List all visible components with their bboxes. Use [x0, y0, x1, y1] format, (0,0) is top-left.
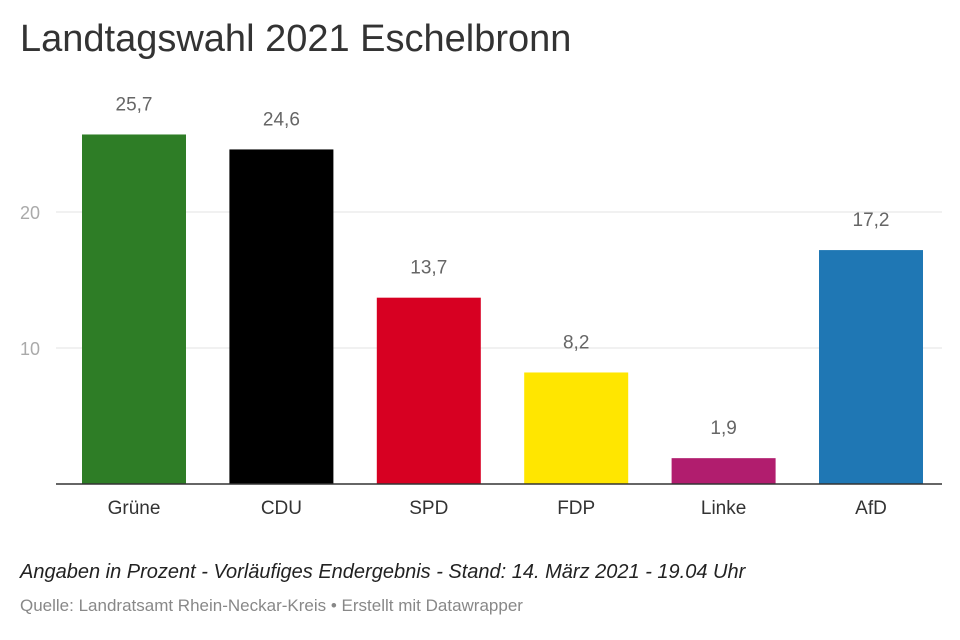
bar-spd [376, 297, 481, 484]
value-label: 13,7 [410, 258, 447, 279]
category-label: CDU [261, 498, 302, 519]
chart-footer: Quelle: Landratsamt Rhein-Neckar-Kreis •… [20, 596, 523, 616]
bar-linke [671, 458, 776, 484]
y-tick-label: 10 [20, 339, 40, 359]
value-label: 17,2 [853, 210, 890, 231]
category-label: Linke [701, 498, 746, 519]
gridlines: 10 20 [20, 203, 942, 359]
source-text: Quelle: Landratsamt Rhein-Neckar-Kreis [20, 596, 327, 615]
credit-text: Erstellt mit Datawrapper [341, 596, 523, 615]
chart-note: Angaben in Prozent - Vorläufiges Enderge… [20, 561, 746, 583]
bar-grüne [82, 134, 186, 485]
category-label: FDP [557, 498, 595, 519]
y-tick-label: 20 [20, 203, 40, 223]
category-label: AfD [855, 498, 887, 519]
category-label: Grüne [108, 498, 161, 519]
value-label: 25,7 [116, 94, 153, 115]
value-label: 1,9 [710, 418, 736, 439]
value-label: 8,2 [563, 332, 589, 353]
value-label: 24,6 [263, 109, 300, 130]
bars [82, 134, 923, 485]
category-label: SPD [409, 498, 448, 519]
value-labels: 25,7 24,6 13,7 8,2 1,9 17,2 [116, 94, 890, 439]
bar-afd [819, 250, 923, 484]
chart-title: Landtagswahl 2021 Eschelbronn [20, 18, 572, 60]
bar-fdp [524, 372, 629, 484]
footer-separator: • [330, 596, 337, 615]
category-labels: Grüne CDU SPD FDP Linke AfD [108, 498, 887, 519]
bar-cdu [229, 149, 334, 484]
